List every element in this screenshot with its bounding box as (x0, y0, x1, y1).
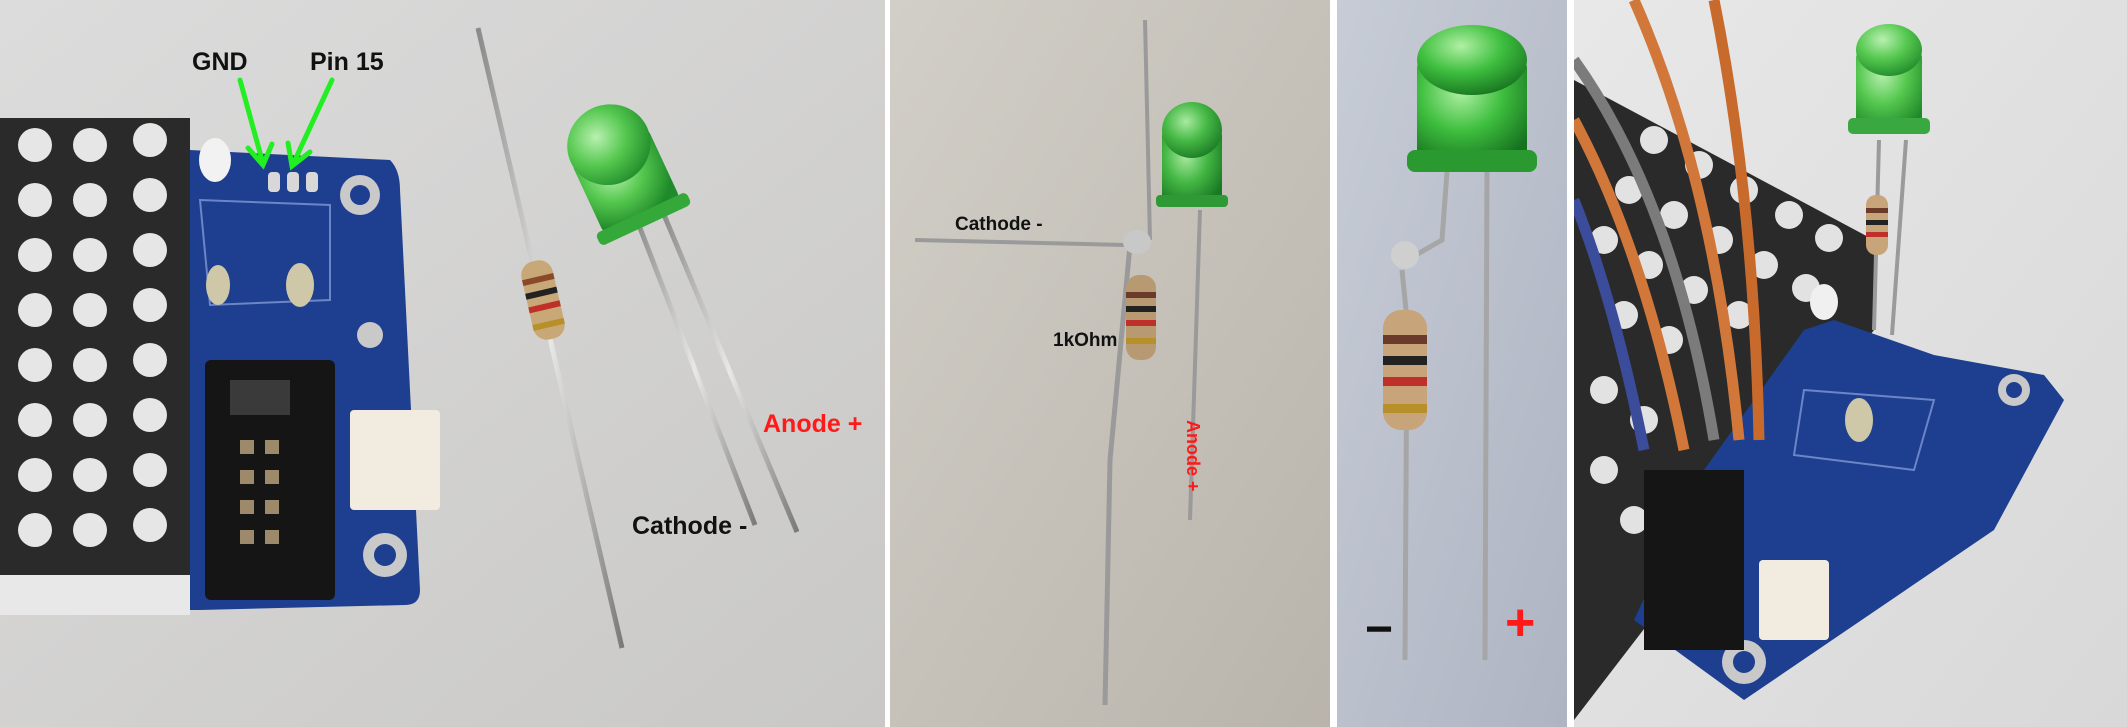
photo-panel-led-closeup: − + (1337, 0, 1567, 727)
plus-label: + (1505, 594, 1536, 652)
mounted-led-photo (1574, 0, 2127, 727)
cathode-label: Cathode - (632, 512, 748, 540)
anode-label: Anode + (1183, 420, 1203, 492)
led-closeup-photo (1337, 0, 1567, 727)
photo-panel-soldered-resistor: Cathode - 1kOhm Anode + (890, 0, 1330, 727)
led-matrix (0, 118, 190, 615)
led-icon (1407, 25, 1537, 172)
anode-label: Anode + (763, 410, 863, 438)
wire-icon (1574, 0, 1765, 452)
resistor-icon (1383, 310, 1427, 430)
gnd-label: GND (192, 48, 248, 76)
resistor-value-label: 1kOhm (1053, 330, 1118, 351)
resistor-icon (1866, 195, 1888, 255)
minus-label: − (1365, 603, 1394, 656)
pcb-board (1634, 284, 2064, 700)
resistor-icon (475, 27, 625, 649)
wire-icon (914, 19, 1202, 706)
led-icon (1156, 102, 1228, 207)
pcb-board (190, 138, 440, 610)
led-icon (1848, 24, 1930, 336)
photo-panel-mounted-led (1574, 0, 2127, 727)
pin15-label: Pin 15 (310, 48, 384, 76)
board-overview-photo (0, 0, 885, 727)
photo-panel-board-overview: GND Pin 15 Anode + Cathode - (0, 0, 885, 727)
resistor-icon (1126, 275, 1156, 360)
cathode-label: Cathode - (955, 214, 1043, 235)
soldered-resistor-photo (890, 0, 1330, 727)
arrow-icon (237, 77, 335, 171)
led-icon (567, 104, 800, 533)
